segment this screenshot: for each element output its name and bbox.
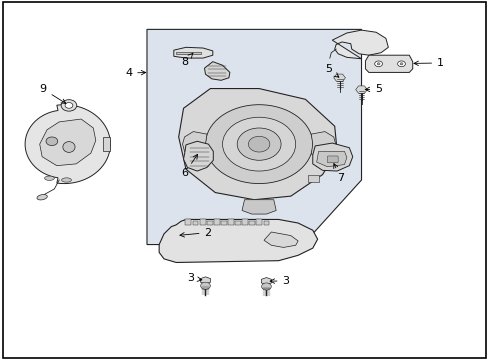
Ellipse shape: [44, 176, 54, 180]
Polygon shape: [206, 221, 212, 225]
Polygon shape: [331, 30, 387, 59]
Polygon shape: [40, 119, 96, 166]
Circle shape: [200, 282, 210, 289]
Polygon shape: [199, 220, 205, 225]
Circle shape: [222, 117, 295, 171]
Polygon shape: [204, 62, 229, 80]
Polygon shape: [249, 221, 255, 225]
Polygon shape: [159, 220, 317, 262]
Circle shape: [65, 103, 73, 108]
Polygon shape: [176, 51, 200, 54]
Circle shape: [61, 100, 77, 111]
Ellipse shape: [37, 194, 47, 200]
Polygon shape: [333, 74, 345, 81]
Polygon shape: [182, 132, 206, 157]
Polygon shape: [221, 221, 226, 225]
Circle shape: [205, 105, 312, 184]
Text: 5: 5: [325, 64, 338, 77]
Circle shape: [397, 61, 405, 67]
Polygon shape: [192, 221, 198, 225]
Polygon shape: [256, 220, 262, 225]
Ellipse shape: [63, 141, 75, 152]
Circle shape: [376, 63, 379, 65]
Polygon shape: [264, 232, 298, 247]
Text: 9: 9: [40, 84, 66, 103]
Polygon shape: [242, 220, 247, 225]
FancyBboxPatch shape: [327, 156, 337, 163]
Polygon shape: [311, 132, 335, 157]
Polygon shape: [178, 89, 336, 200]
Polygon shape: [173, 47, 212, 58]
Text: 7: 7: [333, 164, 344, 183]
Polygon shape: [25, 105, 110, 184]
Circle shape: [374, 61, 382, 67]
Polygon shape: [185, 220, 191, 225]
Text: 3: 3: [186, 273, 202, 283]
Text: 8: 8: [181, 53, 193, 67]
Polygon shape: [261, 278, 271, 285]
Text: 5: 5: [365, 84, 382, 94]
Circle shape: [261, 283, 271, 290]
Circle shape: [248, 136, 269, 152]
Text: 3: 3: [269, 276, 289, 286]
Polygon shape: [312, 143, 352, 171]
Polygon shape: [235, 221, 241, 225]
Polygon shape: [355, 86, 366, 93]
Circle shape: [399, 63, 402, 65]
Polygon shape: [263, 221, 269, 225]
Text: 1: 1: [413, 58, 443, 68]
Text: 6: 6: [181, 154, 197, 179]
Polygon shape: [183, 141, 213, 171]
Polygon shape: [227, 220, 233, 225]
Ellipse shape: [61, 178, 71, 182]
Polygon shape: [213, 220, 219, 225]
Text: 4: 4: [125, 68, 145, 78]
Polygon shape: [103, 137, 110, 151]
Polygon shape: [200, 277, 210, 284]
Polygon shape: [316, 151, 346, 167]
Polygon shape: [365, 55, 412, 72]
Circle shape: [46, 137, 58, 145]
Text: 2: 2: [180, 228, 211, 238]
Polygon shape: [147, 30, 361, 244]
FancyBboxPatch shape: [307, 175, 318, 182]
Polygon shape: [242, 200, 276, 214]
Circle shape: [237, 128, 281, 160]
